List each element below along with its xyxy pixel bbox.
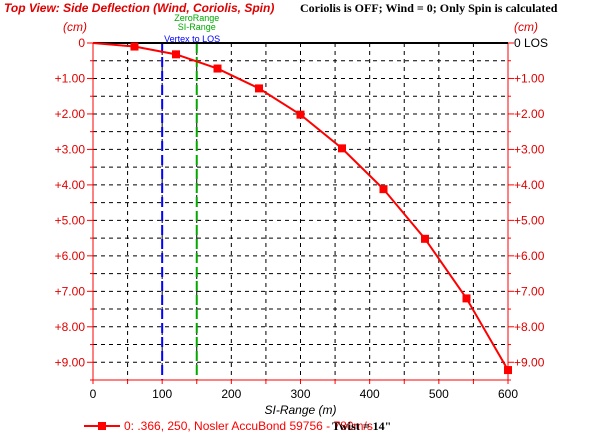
data-point xyxy=(130,42,139,51)
y-tick-label-right: +2.00 xyxy=(514,107,545,121)
y-tick-label-right: +3.00 xyxy=(514,142,545,156)
x-tick-label: 100 xyxy=(152,387,172,401)
marker-label: SI-Range xyxy=(178,22,216,32)
x-tick-label: 400 xyxy=(360,387,380,401)
y-tick-label-left: +4.00 xyxy=(55,178,86,192)
data-point xyxy=(296,110,305,119)
x-tick-label: 200 xyxy=(221,387,241,401)
x-axis-label: SI-Range (m) xyxy=(264,403,336,417)
data-point xyxy=(172,50,180,59)
x-tick-label: 300 xyxy=(290,387,310,401)
legend-twist: Twist = 14" xyxy=(332,419,392,433)
y-tick-label-right: +1.00 xyxy=(514,71,545,85)
chart-title: Top View: Side Deflection (Wind, Corioli… xyxy=(4,1,275,15)
y-tick-label-right: +4.00 xyxy=(514,178,545,192)
y-tick-label-left: +3.00 xyxy=(55,142,86,156)
marker-label: ZeroRange xyxy=(174,13,219,23)
y-tick-label-right: +7.00 xyxy=(514,284,545,298)
y-tick-label-right: 0 LOS xyxy=(514,36,548,50)
data-point xyxy=(462,294,471,303)
y-tick-label-left: +9.00 xyxy=(55,355,86,369)
calculation-status: Coriolis is OFF; Wind = 0; Only Spin is … xyxy=(300,1,558,15)
y-axis-label-right: (cm) xyxy=(514,20,538,34)
y-tick-label-left: +7.00 xyxy=(55,284,86,298)
y-tick-label-right: +8.00 xyxy=(514,320,545,334)
x-tick-label: 500 xyxy=(429,387,449,401)
marker-label: Vertex to LOS xyxy=(164,34,220,44)
legend-series-label: 0: .366, 250, Nosler AccuBond 59756 - 78… xyxy=(124,419,373,433)
y-tick-label-left: +5.00 xyxy=(55,213,86,227)
y-tick-label-left: +6.00 xyxy=(55,249,86,263)
y-tick-label-right: +5.00 xyxy=(514,213,545,227)
y-tick-label-left: +1.00 xyxy=(55,71,86,85)
x-tick-label: 0 xyxy=(90,387,97,401)
x-tick-label: 600 xyxy=(498,387,518,401)
data-point xyxy=(213,64,222,73)
y-axis-label-left: (cm) xyxy=(63,20,87,34)
y-tick-label-left: 0 xyxy=(78,36,85,50)
y-tick-label-right: +6.00 xyxy=(514,249,545,263)
y-tick-label-left: +8.00 xyxy=(55,320,86,334)
data-point xyxy=(338,144,346,153)
data-point xyxy=(379,185,388,194)
data-point xyxy=(504,366,512,375)
data-point xyxy=(255,84,263,93)
y-tick-label-right: +9.00 xyxy=(514,355,545,369)
data-point xyxy=(421,234,429,243)
y-tick-label-left: +2.00 xyxy=(55,107,86,121)
legend-series-symbol xyxy=(84,421,120,431)
